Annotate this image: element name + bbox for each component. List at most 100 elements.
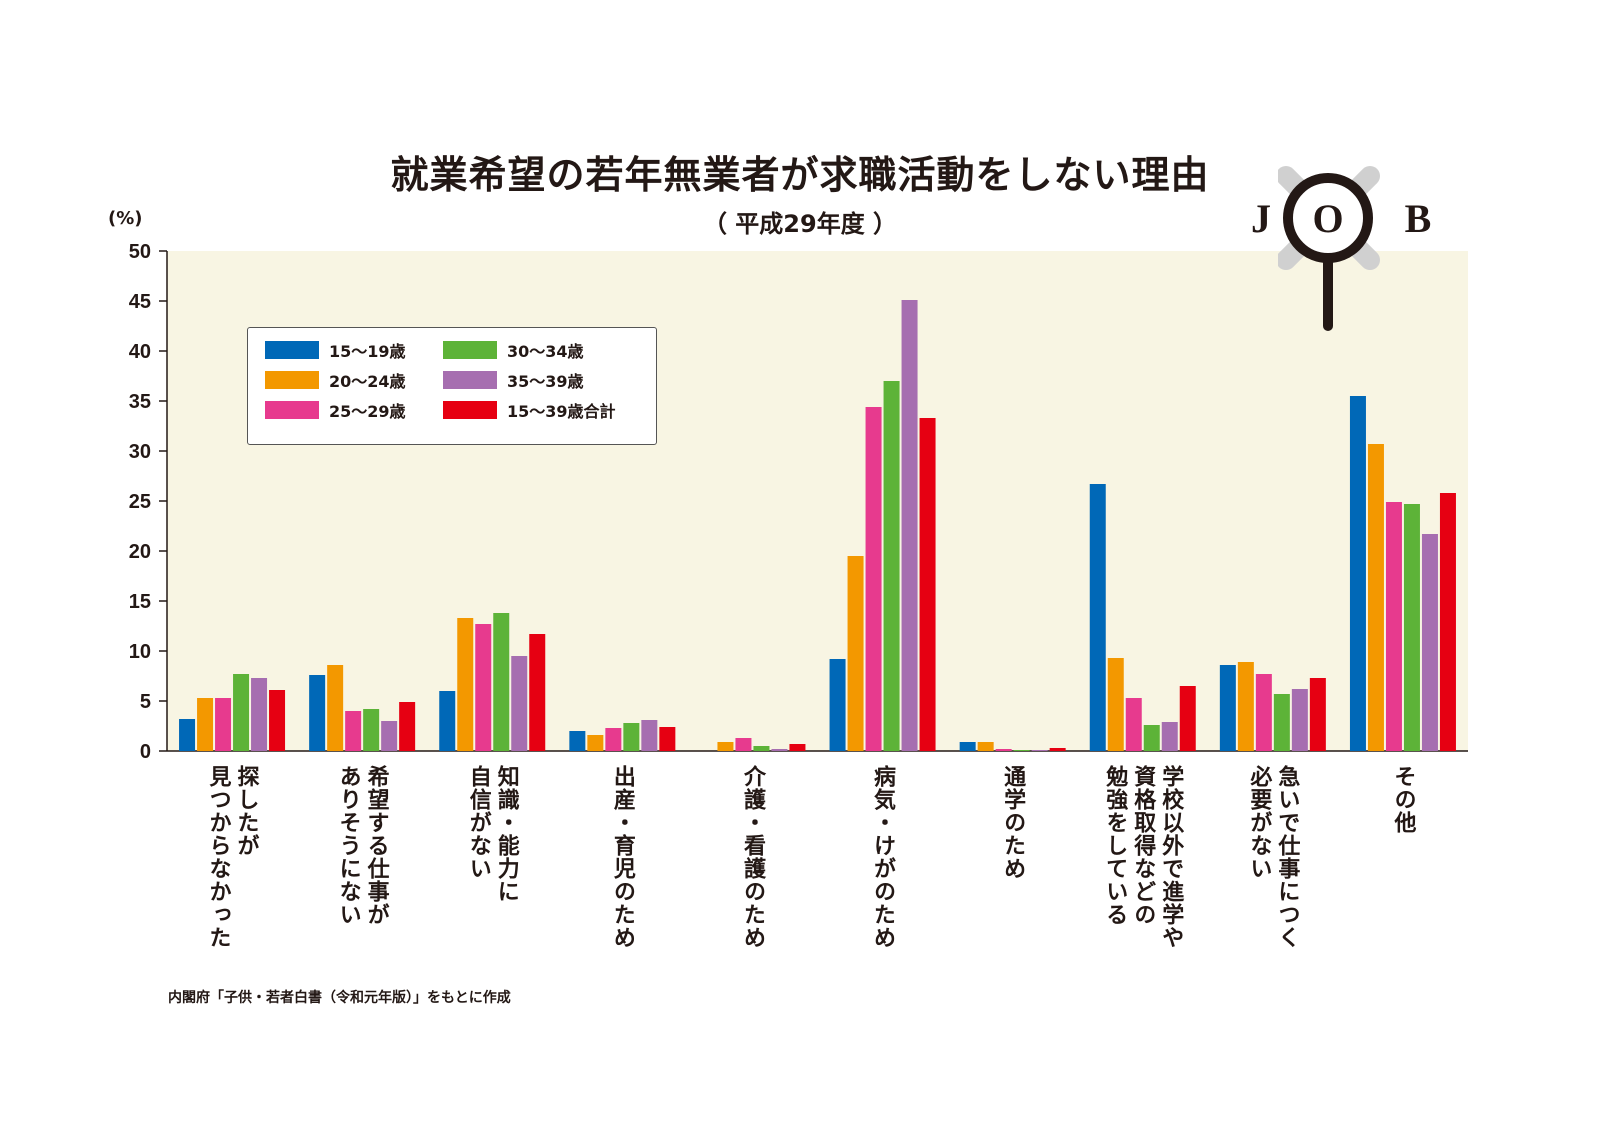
category-label-8: 学校以外で進学や xyxy=(1158,764,1184,949)
bar-6-series-3 xyxy=(865,407,882,751)
category-label-3: 自信がない xyxy=(466,764,492,880)
y-tick-label: 10 xyxy=(129,641,151,663)
category-label-6: 病気・けがのため xyxy=(870,764,896,949)
bar-1-series-2 xyxy=(197,698,214,751)
bar-1-series-5 xyxy=(251,678,268,751)
bar-8-series-6 xyxy=(1179,686,1196,751)
bar-4-series-5 xyxy=(641,720,658,751)
category-label-1: 探したが xyxy=(234,764,260,857)
bar-3-series-2 xyxy=(457,618,474,751)
logo-letter-b: B xyxy=(1405,196,1432,241)
legend-swatch xyxy=(443,341,497,359)
bar-1-series-1 xyxy=(179,719,196,751)
bar-5-series-2 xyxy=(717,742,734,751)
bar-7-series-4 xyxy=(1013,750,1030,751)
bar-5-series-3 xyxy=(735,738,752,751)
bar-5-series-4 xyxy=(753,746,770,751)
category-label-1: 見つからなかった xyxy=(206,765,232,949)
category-label-2: 希望する仕事が xyxy=(364,764,391,926)
bar-10-series-6 xyxy=(1439,493,1456,751)
y-tick-label: 20 xyxy=(129,541,151,563)
bar-8-series-5 xyxy=(1161,722,1178,751)
bar-2-series-1 xyxy=(309,675,326,751)
bar-5-series-5 xyxy=(771,749,788,751)
bar-9-series-1 xyxy=(1219,665,1236,751)
category-label-8: 勉強をしている xyxy=(1102,765,1129,926)
category-label-7: 通学のため xyxy=(1000,765,1026,880)
category-label-2: ありそうにない xyxy=(336,765,361,926)
legend-label: 20～24歳 xyxy=(329,372,406,391)
bar-4-series-6 xyxy=(659,727,676,751)
bar-1-series-3 xyxy=(215,698,232,751)
bar-7-series-6 xyxy=(1049,748,1066,751)
bar-9-series-6 xyxy=(1309,678,1326,751)
chart-legend: 15～19歳 20～24歳 25～29歳 30～34歳 35～39歳 15～39歳合計 xyxy=(247,327,657,445)
bar-6-series-5 xyxy=(901,300,918,751)
bar-4-series-2 xyxy=(587,735,604,751)
bar-3-series-5 xyxy=(511,656,528,751)
bar-7-series-5 xyxy=(1031,750,1048,751)
bar-4-series-3 xyxy=(605,728,622,751)
bar-10-series-4 xyxy=(1403,504,1420,751)
y-axis-unit-label: (%) xyxy=(108,208,143,229)
bar-6-series-2 xyxy=(847,556,864,751)
bar-8-series-1 xyxy=(1089,484,1106,751)
bar-4-series-1 xyxy=(569,731,586,751)
bar-6-series-1 xyxy=(829,659,846,751)
y-tick-label: 5 xyxy=(140,691,151,713)
logo-letter-o: O xyxy=(1312,196,1343,241)
legend-item-6: 15～39歳合計 xyxy=(443,400,616,421)
bar-4-series-4 xyxy=(623,723,640,751)
legend-swatch xyxy=(265,341,319,359)
bar-8-series-2 xyxy=(1107,658,1124,751)
bar-8-series-4 xyxy=(1143,725,1160,751)
bar-10-series-3 xyxy=(1385,502,1402,751)
bar-2-series-6 xyxy=(399,702,416,751)
bar-7-series-2 xyxy=(977,742,994,751)
legend-item-1: 15～19歳 xyxy=(265,340,406,361)
category-label-4: 出産・育児のため xyxy=(610,765,637,949)
chart-title: 就業希望の若年無業者が求職活動をしない理由 xyxy=(390,153,1210,197)
bar-10-series-2 xyxy=(1367,444,1384,751)
source-note: 内閣府「子供・若者白書（令和元年版）」をもとに作成 xyxy=(168,990,511,1006)
bar-7-series-1 xyxy=(959,742,976,751)
y-tick-label: 30 xyxy=(129,441,151,463)
legend-item-2: 20～24歳 xyxy=(265,370,406,391)
category-label-5: 介護・看護のため xyxy=(740,764,767,949)
bar-9-series-5 xyxy=(1291,689,1308,751)
legend-label: 35～39歳 xyxy=(507,372,584,391)
bar-8-series-3 xyxy=(1125,698,1142,751)
y-tick-label: 45 xyxy=(129,291,151,313)
bar-3-series-4 xyxy=(493,613,510,751)
bar-9-series-2 xyxy=(1237,662,1254,751)
legend-swatch xyxy=(265,371,319,389)
plot-background xyxy=(167,251,1468,751)
bar-6-series-6 xyxy=(919,418,936,751)
y-tick-label: 15 xyxy=(129,591,151,613)
logo-letter-j: J xyxy=(1251,196,1271,241)
bar-3-series-3 xyxy=(475,624,492,751)
legend-swatch xyxy=(443,371,497,389)
y-tick-label: 40 xyxy=(129,341,151,363)
category-label-8: 資格取得などの xyxy=(1130,764,1157,926)
legend-item-5: 35～39歳 xyxy=(443,370,584,391)
category-label-9: 必要がない xyxy=(1246,764,1272,880)
chart-subtitle: （ 平成29年度 ） xyxy=(702,210,898,238)
y-tick-label: 0 xyxy=(140,741,151,763)
y-tick-label: 50 xyxy=(129,241,151,263)
bar-2-series-3 xyxy=(345,711,362,751)
bar-2-series-2 xyxy=(327,665,344,751)
legend-label: 25～29歳 xyxy=(329,402,406,421)
bar-2-series-5 xyxy=(381,721,398,751)
category-label-3: 知識・能力に xyxy=(494,764,520,903)
job-logo: O B xyxy=(1278,166,1432,331)
legend-label: 30～34歳 xyxy=(507,342,584,361)
bar-3-series-6 xyxy=(529,634,546,751)
bar-1-series-4 xyxy=(233,674,250,751)
bar-1-series-6 xyxy=(269,690,286,751)
category-label-10: その他 xyxy=(1390,765,1417,834)
legend-label: 15～19歳 xyxy=(329,342,406,361)
legend-label: 15～39歳合計 xyxy=(507,402,616,421)
y-tick-label: 35 xyxy=(129,391,151,413)
